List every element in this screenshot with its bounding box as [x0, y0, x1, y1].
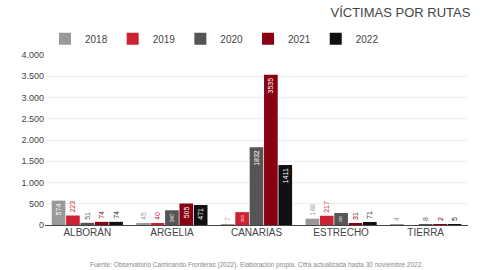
svg-text:1.500: 1.500	[21, 156, 44, 166]
svg-text:7: 7	[224, 217, 231, 221]
svg-text:74: 74	[113, 211, 120, 219]
svg-text:500: 500	[29, 199, 44, 209]
svg-text:8: 8	[422, 217, 429, 221]
svg-text:1411: 1411	[282, 168, 289, 183]
svg-text:4: 4	[393, 217, 400, 221]
svg-text:2022: 2022	[356, 34, 379, 45]
svg-text:347: 347	[169, 213, 175, 222]
svg-text:0: 0	[39, 220, 44, 230]
svg-text:TIERRA: TIERRA	[407, 227, 444, 238]
svg-text:CANARIAS: CANARIAS	[231, 227, 282, 238]
svg-text:Fuente: Observatorio Caminando: Fuente: Observatorio Caminando Fronteras…	[90, 261, 423, 269]
svg-text:5: 5	[451, 217, 458, 221]
svg-text:2: 2	[437, 217, 444, 221]
svg-text:31: 31	[352, 212, 359, 220]
svg-text:2018: 2018	[85, 34, 108, 45]
svg-text:1832: 1832	[253, 150, 260, 166]
svg-text:3535: 3535	[267, 78, 274, 94]
svg-text:51: 51	[84, 212, 91, 220]
svg-text:471: 471	[197, 208, 204, 220]
svg-text:217: 217	[323, 201, 330, 213]
svg-text:303: 303	[240, 214, 245, 222]
svg-text:3.000: 3.000	[21, 93, 44, 103]
svg-text:505: 505	[183, 207, 190, 219]
svg-text:ESTRECHO: ESTRECHO	[313, 227, 369, 238]
svg-text:74: 74	[98, 211, 105, 219]
svg-text:VÍCTIMAS POR RUTAS: VÍCTIMAS POR RUTAS	[331, 5, 471, 20]
svg-text:1.000: 1.000	[21, 178, 44, 188]
svg-text:3.500: 3.500	[21, 71, 44, 81]
svg-text:ARGELIA: ARGELIA	[150, 227, 194, 238]
svg-text:2019: 2019	[153, 34, 176, 45]
svg-text:2.000: 2.000	[21, 135, 44, 145]
svg-text:148: 148	[309, 204, 316, 216]
svg-text:223: 223	[69, 201, 76, 213]
svg-text:ALBORÁN: ALBORÁN	[63, 226, 111, 238]
svg-text:2.500: 2.500	[21, 114, 44, 124]
svg-text:4.000: 4.000	[21, 50, 44, 60]
svg-text:45: 45	[140, 212, 147, 220]
svg-text:282: 282	[339, 216, 343, 222]
svg-text:71: 71	[366, 211, 373, 219]
svg-text:40: 40	[154, 212, 161, 220]
svg-text:2020: 2020	[220, 34, 243, 45]
svg-text:574: 574	[55, 204, 62, 216]
svg-text:2021: 2021	[288, 34, 311, 45]
